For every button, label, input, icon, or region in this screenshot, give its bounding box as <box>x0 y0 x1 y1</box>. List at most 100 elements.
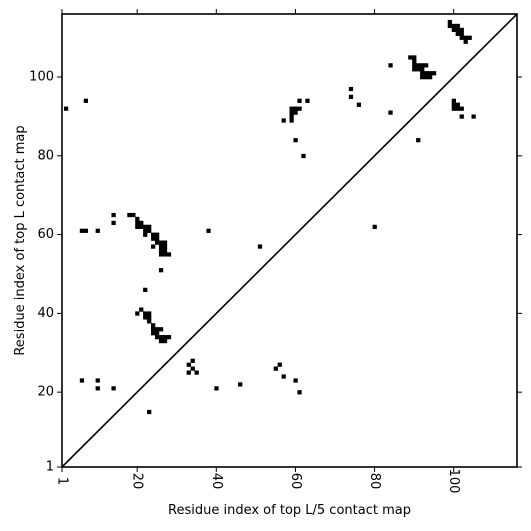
contact-cell-upper <box>143 224 148 229</box>
contact-cell-upper <box>135 216 140 222</box>
contact-cell-lower <box>147 409 152 415</box>
contact-cell-upper <box>143 228 148 233</box>
contact-cell-upper <box>289 118 294 123</box>
contact-cell-upper <box>143 232 148 237</box>
contact-cell-upper <box>162 244 168 249</box>
contact-cell-upper <box>297 106 302 111</box>
contact-cell-upper <box>348 86 354 92</box>
contact-cell-upper <box>297 98 302 103</box>
contact-cell-upper <box>412 67 417 72</box>
contact-cell-upper <box>471 114 476 119</box>
contact-cell-lower <box>162 335 168 340</box>
contact-cell-upper <box>451 102 456 107</box>
x-axis-label: Residue index of top L/5 contact map <box>168 503 411 518</box>
contact-cell-lower <box>158 327 164 332</box>
contact-cell-lower <box>147 315 152 320</box>
contact-cell-lower <box>139 307 144 312</box>
contact-cell-upper <box>135 224 140 229</box>
contact-cell-upper <box>293 106 298 111</box>
contact-cell-lower <box>372 224 377 229</box>
contact-cell-upper <box>95 228 100 233</box>
contact-cell-lower <box>95 378 100 383</box>
contact-cell-lower <box>277 362 282 367</box>
contact-cell-upper <box>455 31 460 36</box>
y-tick-label: 40 <box>37 306 54 321</box>
contact-cell-lower <box>186 370 191 375</box>
contact-cell-upper <box>412 63 417 68</box>
y-tick-label: 60 <box>37 227 54 242</box>
contact-cell-upper <box>151 232 156 237</box>
contact-cell-upper <box>459 114 464 119</box>
contact-cell-upper <box>154 240 160 245</box>
contact-cell-lower <box>154 327 160 332</box>
contact-cell-lower <box>273 366 278 371</box>
contact-cell-upper <box>455 106 460 111</box>
contact-cell-lower <box>95 386 100 391</box>
contact-cell-lower <box>416 138 421 143</box>
contact-cell-upper <box>447 19 453 25</box>
contact-cell-upper <box>281 118 286 123</box>
contact-cell-upper <box>447 23 453 29</box>
contact-cell-upper <box>455 102 460 107</box>
contact-cell-lower <box>162 338 168 344</box>
contact-cell-lower <box>147 311 152 316</box>
contact-cell-upper <box>463 35 468 40</box>
contact-cell-upper <box>289 110 294 115</box>
contact-cell-upper <box>459 35 464 40</box>
contact-cell-upper <box>305 98 310 103</box>
contact-cell-lower <box>143 311 148 316</box>
contact-cell-upper <box>427 75 433 80</box>
contact-cell-upper <box>301 153 306 159</box>
contact-cell-upper <box>289 106 294 111</box>
contact-cell-lower <box>214 386 219 391</box>
contact-cell-upper <box>158 240 164 245</box>
contact-cell-upper <box>257 244 263 249</box>
contact-cell-upper <box>139 224 144 229</box>
contact-cell-upper <box>139 220 144 226</box>
contact-cell-lower <box>143 287 148 293</box>
contact-cell-lower <box>147 319 152 324</box>
contact-cell-lower <box>388 110 393 115</box>
x-tick-label: 80 <box>367 473 382 490</box>
contact-cell-lower <box>151 323 156 328</box>
contact-cell-upper <box>416 67 421 72</box>
x-tick-label: 1 <box>55 477 70 485</box>
plot-frame <box>61 13 518 468</box>
contact-cell-upper <box>427 71 433 76</box>
diagonal-line <box>61 13 518 468</box>
contact-cell-upper <box>111 220 116 226</box>
contact-cell-upper <box>451 23 456 29</box>
contact-cell-lower <box>135 311 140 316</box>
contact-cell-upper <box>451 27 456 33</box>
y-axis-label: Residue index of top L contact map <box>13 125 28 355</box>
x-tick-label: 100 <box>446 469 461 494</box>
contact-cell-upper <box>451 106 456 111</box>
y-tick-label: 1 <box>46 460 54 475</box>
contact-cell-upper <box>289 114 294 119</box>
x-tick-label: 60 <box>288 473 303 490</box>
contact-cell-upper <box>162 252 168 257</box>
contact-cell-lower <box>281 374 286 379</box>
contact-cell-upper <box>151 244 156 249</box>
contact-cells <box>63 19 476 415</box>
contact-cell-upper <box>206 228 211 233</box>
x-tick-label: 40 <box>209 473 224 490</box>
contact-cell-lower <box>190 366 195 371</box>
contact-cell-upper <box>420 71 425 76</box>
y-tick-label: 20 <box>37 385 54 400</box>
contact-cell-upper <box>455 23 460 29</box>
contact-cell-upper <box>162 240 168 245</box>
contact-cell-lower <box>194 370 199 375</box>
contact-cell-upper <box>83 98 89 103</box>
contact-cell-upper <box>111 212 116 218</box>
contact-cell-upper <box>424 71 429 76</box>
contact-cell-upper <box>467 35 472 40</box>
contact-cell-lower <box>297 390 302 395</box>
contact-cell-upper <box>431 71 437 76</box>
contact-cell-upper <box>151 236 156 241</box>
contact-cell-upper <box>63 106 69 111</box>
contact-cell-upper <box>412 59 417 64</box>
contact-cell-lower <box>154 335 160 340</box>
contact-cell-upper <box>83 228 89 233</box>
y-tick-label: 80 <box>37 148 54 163</box>
